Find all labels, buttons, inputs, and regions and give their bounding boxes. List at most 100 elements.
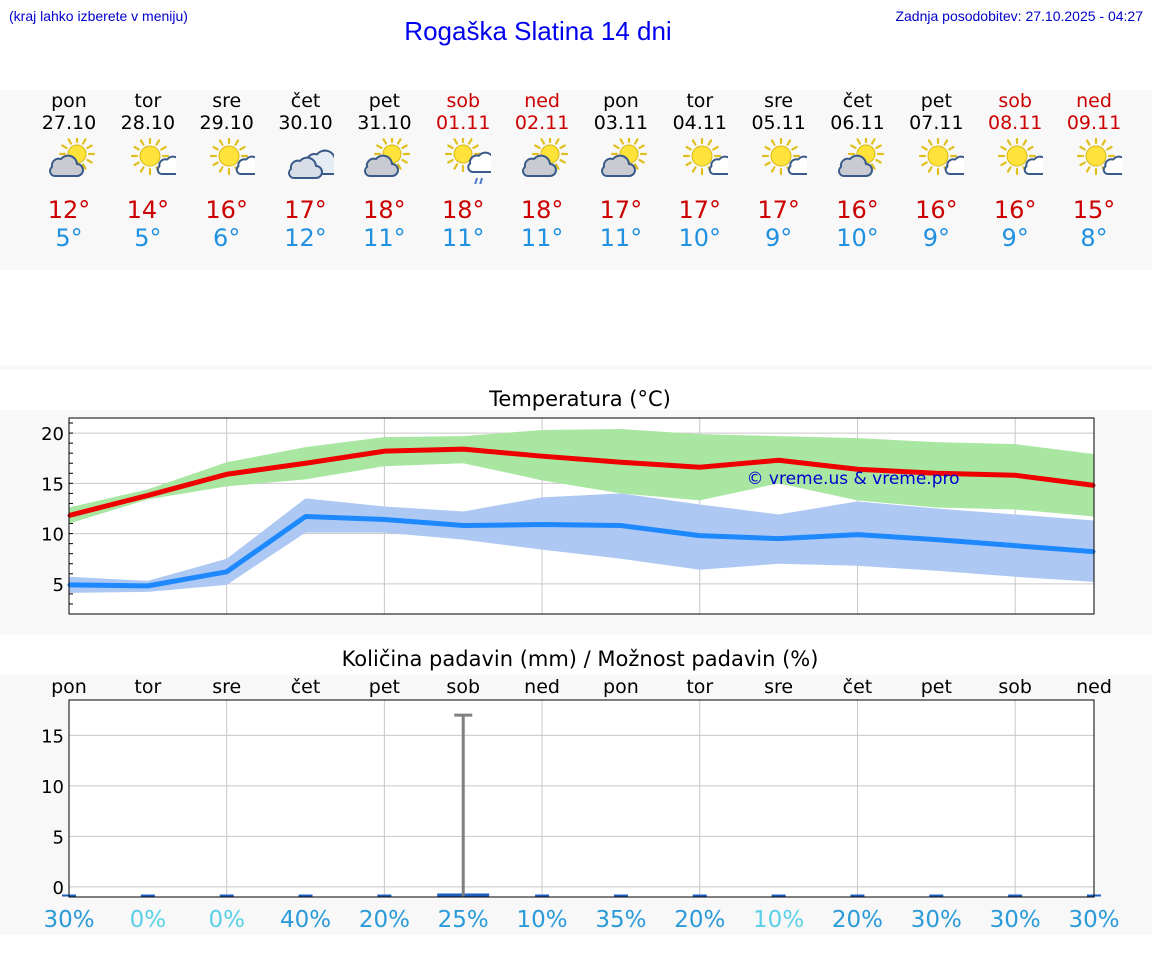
sun-cloud-icon <box>600 138 648 177</box>
precip-chart: pon tor sre čet pet sob ned pon tor sre čet pet sob n… <box>41 676 1119 933</box>
precip-probability: 30% <box>1068 907 1119 933</box>
precip-tick-label: 15 <box>41 726 64 747</box>
precip-bar <box>929 894 944 897</box>
precip-day-label: pon <box>603 676 639 698</box>
temp-tick-label: 20 <box>41 424 64 445</box>
max-temp-point <box>146 493 150 497</box>
temperature-chart: 5 10 15 20 © vreme.us & vreme.pro <box>41 417 1096 615</box>
temp-max: 16° <box>993 196 1037 224</box>
max-temp-point <box>934 471 938 475</box>
precip-tick-label: 5 <box>53 827 64 848</box>
temp-min: 10° <box>836 224 879 252</box>
temp-min: 12° <box>284 224 327 252</box>
sun-cloud-icon <box>837 138 884 177</box>
cloud-shape <box>1102 155 1123 175</box>
day-column: tor 28.10 14° 5° <box>103 90 193 252</box>
forecast-band <box>0 90 1152 270</box>
precip-probability: 20% <box>674 907 725 933</box>
precip-probability: 25% <box>438 907 489 933</box>
sun-small-cloud-icon <box>1076 138 1123 176</box>
precip-probability: 20% <box>832 907 883 933</box>
temp-min: 9° <box>1001 224 1029 252</box>
day-date: 27.10 <box>41 112 97 134</box>
sun-shape <box>130 138 169 176</box>
day-date: 31.10 <box>357 112 412 134</box>
precip-bar <box>535 894 550 897</box>
day-column: ned 02.11 18° 11° <box>497 90 587 252</box>
day-column: sob 01.11 18° 11° <box>418 90 508 252</box>
day-name: ned <box>524 90 560 112</box>
max-temp-point <box>382 449 386 453</box>
max-temp-line <box>68 446 1095 518</box>
sun-cloud-icon <box>364 138 411 177</box>
precip-day-label: sre <box>212 676 241 698</box>
temp-min: 9° <box>765 224 793 252</box>
day-column: pon 27.10 12° 5° <box>24 90 114 252</box>
precip-bar <box>377 894 392 897</box>
temperature-chart-title: Temperatura (°C) <box>489 387 671 411</box>
min-temp-point <box>461 524 465 528</box>
separator-band <box>0 365 1152 370</box>
temp-max: 15° <box>1072 196 1116 224</box>
day-column: sre 29.10 16° 6° <box>182 90 272 252</box>
min-temp-line <box>68 514 1095 589</box>
temp-min: 8° <box>1080 224 1108 252</box>
temp-max: 17° <box>678 196 722 224</box>
temp-max: 16° <box>836 196 879 224</box>
cloud-shape <box>287 156 323 179</box>
day-name: sre <box>212 90 242 112</box>
temp-max: 17° <box>757 196 800 224</box>
day-column: sob 08.11 16° 9° <box>970 90 1060 252</box>
precip-bar <box>219 894 234 897</box>
sun-cloud-icon <box>49 138 96 177</box>
min-temp-point <box>698 534 702 538</box>
precip-day-label: tor <box>686 676 713 698</box>
cloud-shape <box>364 154 400 177</box>
temp-max: 18° <box>363 196 406 224</box>
temp-min: 5° <box>134 224 162 252</box>
precip-probability: 0% <box>130 907 167 933</box>
cloud-shape <box>467 151 492 173</box>
precip-probability: 0% <box>208 907 245 933</box>
temp-min: 11° <box>599 224 643 252</box>
precip-day-label: tor <box>134 676 161 698</box>
temp-tick-label: 10 <box>41 525 64 546</box>
cloud-shape <box>522 154 558 177</box>
day-date: 30.10 <box>278 112 333 134</box>
min-temp-point <box>540 523 544 527</box>
day-name: čet <box>290 90 321 112</box>
day-date: 01.11 <box>436 112 491 134</box>
temp-max: 17° <box>599 196 643 224</box>
day-date: 04.11 <box>672 112 727 134</box>
max-temp-point <box>1013 473 1017 477</box>
day-column: sre 05.11 17° 9° <box>734 90 824 252</box>
temp-min: 6° <box>213 224 241 252</box>
temp-max: 16° <box>915 196 958 224</box>
day-name: tor <box>686 90 714 112</box>
day-column: čet 06.11 16° 10° <box>813 90 903 252</box>
sun-small-cloud-icon <box>209 138 255 176</box>
day-date: 02.11 <box>514 112 570 134</box>
temp-max: 12° <box>47 196 91 224</box>
day-date: 08.11 <box>987 112 1043 134</box>
day-name: sre <box>764 90 794 112</box>
cloud-shape <box>708 155 728 175</box>
precip-day-label: pet <box>921 676 952 698</box>
temp-min: 5° <box>55 224 83 252</box>
temp-min: 9° <box>922 224 950 252</box>
day-name: pet <box>920 90 952 112</box>
day-name: tor <box>134 90 162 112</box>
cloud-shape <box>49 154 84 177</box>
min-temp-point <box>382 518 386 522</box>
day-column: čet 30.10 17° 12° <box>261 90 351 252</box>
temp-max: 16° <box>205 196 248 224</box>
temp-min: 11° <box>363 224 406 252</box>
precip-probability: 40% <box>280 907 331 933</box>
precip-bar <box>140 894 155 897</box>
precip-probability: 35% <box>595 907 646 933</box>
min-temp-point <box>1013 544 1017 548</box>
precip-day-label: sob <box>998 676 1032 698</box>
min-temp-point <box>619 524 623 528</box>
day-date: 05.11 <box>751 112 806 134</box>
temp-max: 14° <box>126 196 170 224</box>
